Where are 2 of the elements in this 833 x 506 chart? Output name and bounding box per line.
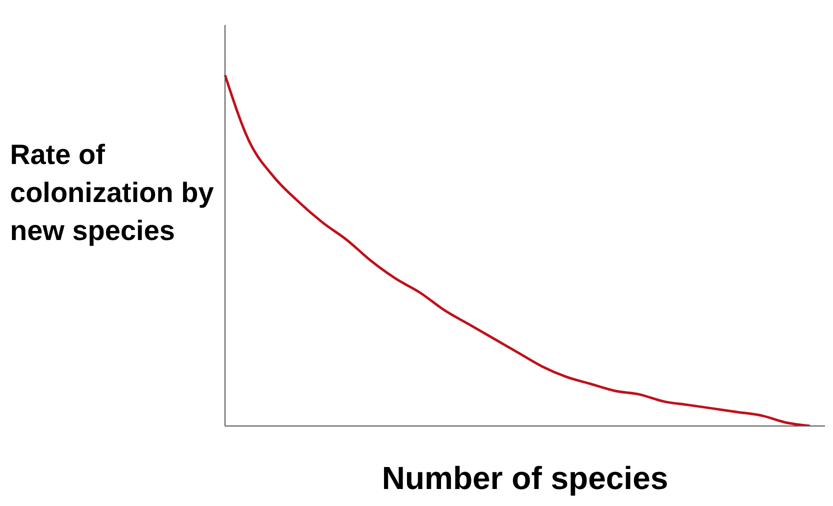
x-axis-title: Number of species	[380, 460, 670, 497]
y-axis-title: Rate of colonization by new species	[10, 138, 215, 248]
